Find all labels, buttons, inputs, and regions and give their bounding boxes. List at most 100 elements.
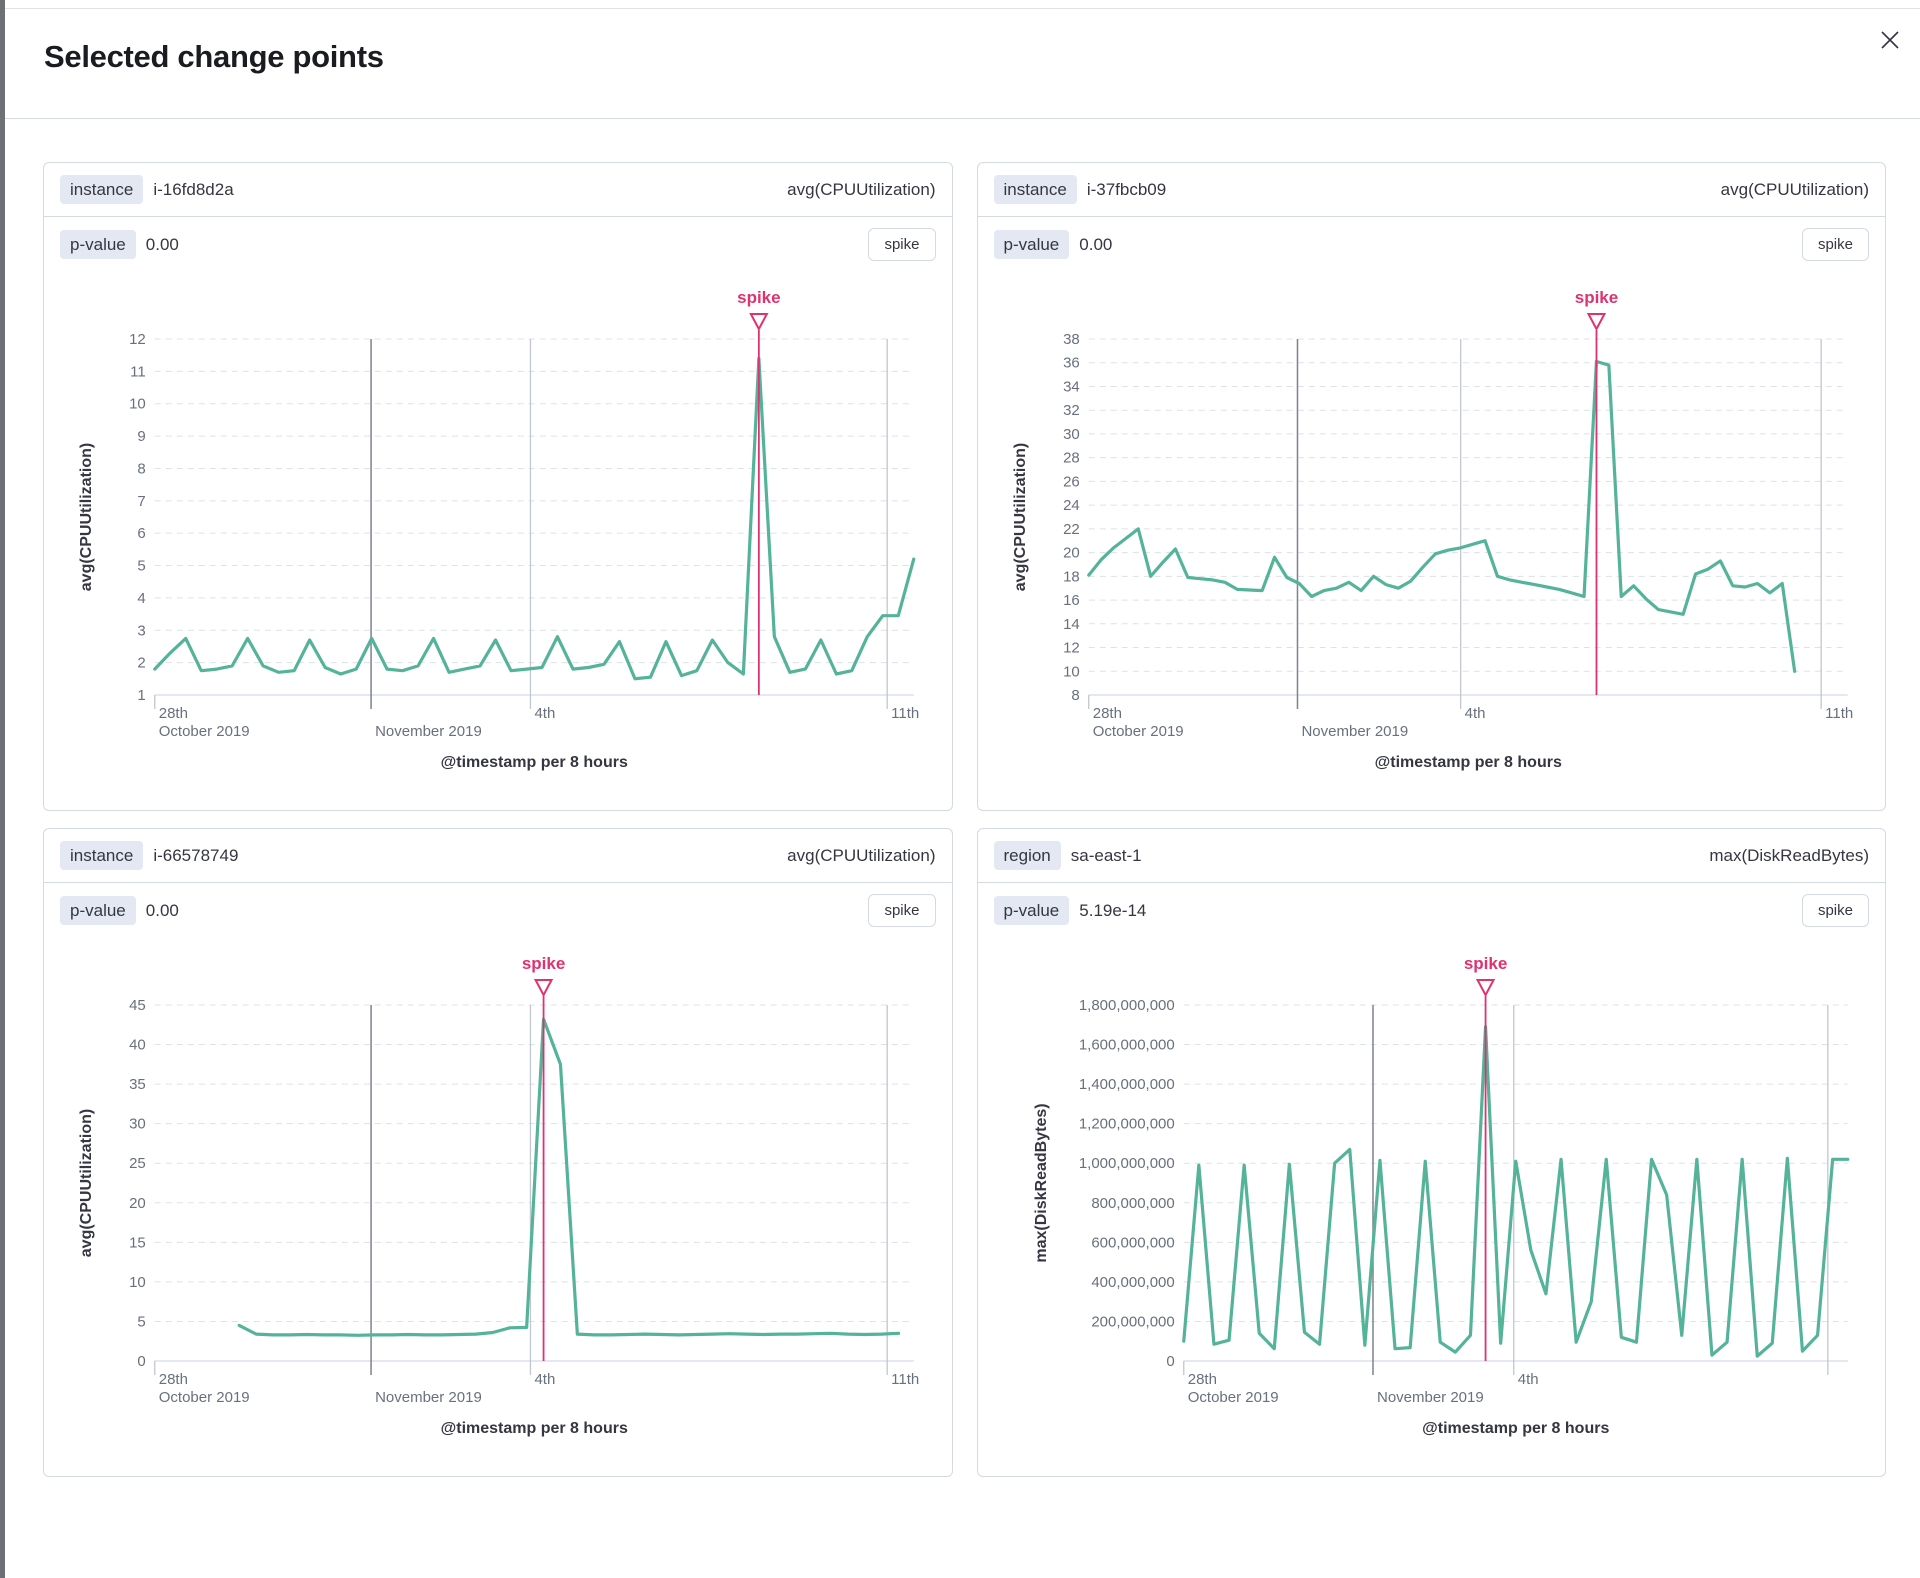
svg-text:10: 10 [129, 1274, 146, 1291]
svg-text:1,600,000,000: 1,600,000,000 [1078, 1037, 1174, 1054]
close-icon[interactable] [1872, 23, 1908, 59]
change-point-panel-2: instance i-37fbcb09 avg(CPUUtilization) … [976, 162, 1886, 811]
svg-text:1,800,000,000: 1,800,000,000 [1078, 997, 1174, 1014]
change-type-button[interactable]: spike [1801, 894, 1869, 927]
y-axis: 0 200,000,000 400,000,000 600,000,000 800,00… [1078, 997, 1848, 1370]
change-point-panel-3: instance i-66578749 avg(CPUUtilization) … [43, 828, 953, 1477]
svg-text:10: 10 [1063, 663, 1080, 680]
y-axis-title: max(DiskReadBytes) [1032, 1103, 1049, 1262]
svg-text:15: 15 [129, 1234, 146, 1251]
svg-text:October 2019: October 2019 [1187, 1389, 1278, 1406]
svg-text:200,000,000: 200,000,000 [1091, 1313, 1174, 1330]
svg-text:36: 36 [1063, 355, 1080, 372]
series-line [153, 356, 916, 681]
svg-text:30: 30 [1063, 426, 1080, 443]
svg-text:25: 25 [129, 1155, 146, 1172]
change-point-chart: 0 200,000,000 400,000,000 600,000,000 800,00… [1032, 954, 1849, 1437]
svg-text:20: 20 [1063, 545, 1080, 562]
svg-text:8: 8 [1071, 687, 1079, 704]
svg-text:11th: 11th [891, 1371, 919, 1388]
p-value-badge: p-value [993, 230, 1070, 259]
spike-marker-icon [533, 979, 554, 998]
x-axis-title: @timestamp per 8 hours [1422, 1420, 1609, 1437]
svg-text:November 2019: November 2019 [1376, 1389, 1483, 1406]
page-behind-sliver [0, 0, 5, 1578]
svg-text:October 2019: October 2019 [159, 1389, 250, 1406]
svg-text:4th: 4th [534, 1371, 555, 1388]
metric-label: max(DiskReadBytes) [1709, 845, 1869, 865]
spike-annotation-label: spike [1463, 954, 1506, 973]
metric-label: avg(CPUUtilization) [787, 179, 936, 199]
spike-annotation: spike [737, 288, 781, 695]
svg-text:4th: 4th [534, 705, 555, 722]
y-axis: 0 5 10 15 20 25 30 35 40 45 [129, 997, 914, 1370]
svg-text:9: 9 [137, 428, 145, 445]
x-axis-title: @timestamp per 8 hours [441, 754, 628, 771]
svg-text:11th: 11th [891, 705, 919, 722]
svg-text:7: 7 [137, 493, 145, 510]
svg-text:800,000,000: 800,000,000 [1091, 1195, 1174, 1212]
svg-text:4: 4 [137, 590, 145, 607]
svg-text:34: 34 [1063, 378, 1080, 395]
series-line [237, 1017, 901, 1337]
split-field-value: i-16fd8d2a [153, 179, 234, 199]
svg-text:600,000,000: 600,000,000 [1091, 1234, 1174, 1251]
svg-text:4th: 4th [1464, 705, 1485, 722]
svg-text:0: 0 [1166, 1353, 1174, 1370]
change-type-button[interactable]: spike [1801, 228, 1869, 261]
metric-label: avg(CPUUtilization) [1720, 179, 1869, 199]
svg-text:11th: 11th [1825, 705, 1853, 722]
svg-text:October 2019: October 2019 [159, 723, 250, 740]
svg-text:1,400,000,000: 1,400,000,000 [1078, 1076, 1174, 1093]
spike-annotation: spike [522, 954, 565, 1361]
svg-text:45: 45 [129, 997, 146, 1014]
svg-text:400,000,000: 400,000,000 [1091, 1274, 1174, 1291]
p-value-badge: p-value [993, 896, 1070, 925]
svg-text:2: 2 [137, 655, 145, 672]
svg-text:28th: 28th [159, 1371, 188, 1388]
series-line [1086, 359, 1796, 673]
modal-header: Selected change points [5, 9, 1920, 119]
metric-label: avg(CPUUtilization) [787, 845, 936, 865]
svg-text:8: 8 [137, 460, 145, 477]
svg-text:1: 1 [137, 687, 145, 704]
y-axis-title: avg(CPUUtilization) [78, 1109, 95, 1257]
y-axis-title: avg(CPUUtilization) [78, 443, 95, 591]
svg-text:38: 38 [1063, 331, 1080, 348]
svg-text:24: 24 [1063, 497, 1080, 514]
svg-text:12: 12 [1063, 640, 1080, 657]
svg-text:16: 16 [1063, 592, 1080, 609]
svg-text:October 2019: October 2019 [1092, 723, 1183, 740]
svg-text:22: 22 [1063, 521, 1080, 538]
change-points-modal: Selected change points instance i-16fd8d… [5, 8, 1920, 1578]
split-field-badge: region [993, 841, 1061, 870]
spike-annotation-label: spike [737, 288, 780, 307]
spike-annotation: spike [1574, 288, 1618, 695]
svg-text:6: 6 [137, 525, 145, 542]
svg-text:0: 0 [137, 1353, 145, 1370]
svg-text:5: 5 [137, 558, 145, 575]
split-field-value: sa-east-1 [1070, 845, 1142, 865]
spike-annotation-label: spike [522, 954, 565, 973]
y-axis: 8 10 12 14 16 18 20 22 24 26 28 30 32 34 36 38 [1063, 331, 1848, 704]
change-type-button[interactable]: spike [868, 228, 936, 261]
svg-text:1,000,000,000: 1,000,000,000 [1078, 1155, 1174, 1172]
x-axis-title: @timestamp per 8 hours [1374, 754, 1561, 771]
panels-grid: instance i-16fd8d2a avg(CPUUtilization) … [43, 162, 1886, 1477]
spike-annotation: spike [1463, 954, 1507, 1361]
svg-text:11: 11 [130, 363, 146, 380]
change-point-chart: 8 10 12 14 16 18 20 22 24 26 28 30 32 34 36 38 28thOctob… [1011, 288, 1853, 771]
svg-text:28th: 28th [1187, 1371, 1216, 1388]
p-value-badge: p-value [60, 230, 136, 259]
svg-text:18: 18 [1063, 568, 1080, 585]
svg-text:32: 32 [1063, 402, 1080, 419]
change-type-button[interactable]: spike [868, 894, 936, 927]
p-value-badge: p-value [60, 896, 136, 925]
svg-text:28: 28 [1063, 450, 1080, 467]
change-point-panel-4: region sa-east-1 max(DiskReadBytes) p-va… [976, 828, 1886, 1477]
